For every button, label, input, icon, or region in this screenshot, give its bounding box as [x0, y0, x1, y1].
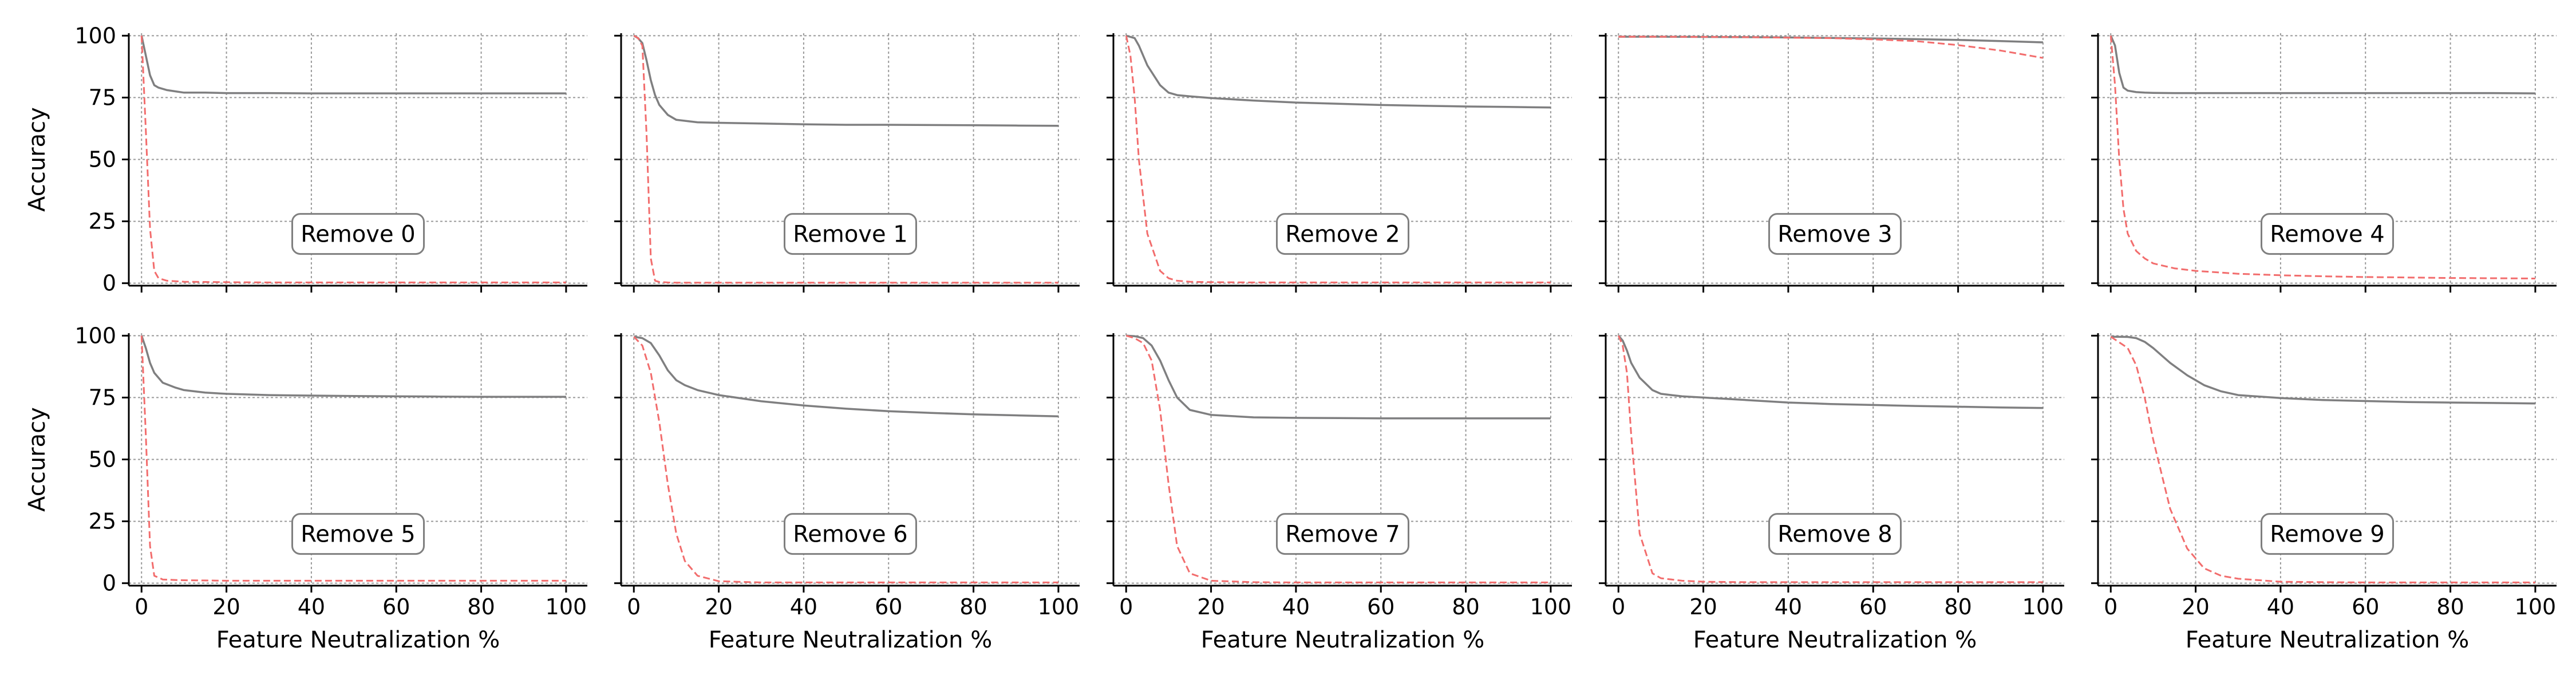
x-tick-label: 60 [1859, 594, 1887, 619]
x-tick-label: 0 [1611, 594, 1625, 619]
series-line-dashed [2110, 335, 2535, 583]
panel-label-box [291, 213, 425, 255]
x-tick-label: 80 [1944, 594, 1971, 619]
series-line-solid [2109, 35, 2535, 94]
x-tick-label: 40 [1282, 594, 1310, 619]
panel-label: Remove 4 [2270, 222, 2385, 248]
y-axis-label: Accuracy [24, 407, 50, 512]
series-line-dashed [1617, 335, 2043, 583]
x-axis-label: Feature Neutralization % [1201, 627, 1484, 653]
y-tick-label: 100 [74, 23, 116, 48]
series-line-dashed [2109, 35, 2535, 279]
x-tick-label: 100 [546, 594, 587, 619]
panel-label-box [1276, 513, 1409, 555]
x-tick-label: 20 [2182, 594, 2209, 619]
panel-label-box [1768, 513, 1902, 555]
x-tick-label: 80 [959, 594, 987, 619]
x-tick-label: 20 [1689, 594, 1717, 619]
y-tick-label: 100 [74, 323, 116, 348]
series-line-dashed [1618, 35, 2044, 59]
x-tick-label: 60 [2352, 594, 2379, 619]
y-tick-label: 50 [89, 447, 116, 472]
series-line-solid [634, 335, 1058, 418]
x-tick-label: 40 [1775, 594, 1802, 619]
x-tick-label: 0 [1119, 594, 1133, 619]
y-tick-label: 75 [89, 85, 116, 110]
y-axis-label: Accuracy [24, 107, 50, 212]
x-tick-label: 20 [212, 594, 240, 619]
series-line-solid [140, 35, 566, 94]
x-tick-label: 60 [382, 594, 410, 619]
x-tick-label: 100 [1530, 594, 1572, 619]
x-axis-label: Feature Neutralization % [1693, 627, 1977, 653]
panel-label: Remove 3 [1777, 222, 1893, 248]
panel-label: Remove 2 [1285, 222, 1400, 248]
series-line-dashed [140, 35, 566, 283]
x-tick-label: 100 [2515, 594, 2557, 619]
panel-label: Remove 5 [301, 522, 416, 548]
panel-label-box [784, 213, 917, 255]
x-tick-label: 20 [705, 594, 732, 619]
x-tick-label: 40 [2267, 594, 2294, 619]
series-line-solid [2111, 335, 2535, 405]
panel-label: Remove 9 [2270, 522, 2385, 548]
panel-label: Remove 1 [793, 222, 908, 248]
series-line-solid [633, 34, 1058, 127]
panel-label-box [1768, 213, 1902, 255]
x-tick-label: 80 [2436, 594, 2464, 619]
panel-label-box [291, 513, 425, 555]
x-axis-label: Feature Neutralization % [2186, 627, 2469, 653]
x-tick-label: 60 [875, 594, 902, 619]
x-axis-label: Feature Neutralization % [216, 627, 500, 653]
x-tick-label: 40 [790, 594, 817, 619]
series-line-solid [1126, 334, 1551, 420]
y-tick-label: 75 [89, 385, 116, 410]
y-tick-label: 25 [89, 509, 116, 534]
panel-label-box [2261, 213, 2394, 255]
panel-label: Remove 8 [1777, 522, 1893, 548]
x-tick-label: 0 [627, 594, 641, 619]
x-tick-label: 60 [1367, 594, 1394, 619]
x-axis-label: Feature Neutralization % [709, 627, 992, 653]
x-tick-label: 80 [467, 594, 495, 619]
x-tick-label: 0 [135, 594, 148, 619]
panel-label: Remove 7 [1285, 522, 1400, 548]
panel-label-box [2261, 513, 2394, 555]
y-tick-label: 0 [102, 571, 116, 596]
x-tick-label: 20 [1197, 594, 1224, 619]
x-tick-label: 40 [298, 594, 325, 619]
series-line-dashed [1125, 334, 1551, 583]
y-tick-label: 25 [89, 209, 116, 234]
panel-label-box [784, 513, 917, 555]
series-line-solid [1617, 335, 2043, 409]
series-line-dashed [1125, 35, 1551, 283]
x-tick-label: 100 [1038, 594, 1080, 619]
series-line-dashed [140, 335, 566, 582]
panel-label: Remove 6 [793, 522, 908, 548]
panel-label: Remove 0 [301, 222, 416, 248]
y-tick-label: 50 [89, 147, 116, 172]
x-tick-label: 80 [1452, 594, 1479, 619]
panel-label-box [1276, 213, 1409, 255]
y-tick-label: 0 [102, 271, 116, 296]
series-line-solid [1125, 34, 1551, 109]
series-line-dashed [633, 35, 1058, 284]
x-tick-label: 0 [2104, 594, 2117, 619]
x-tick-label: 100 [2022, 594, 2064, 619]
series-line-solid [140, 335, 566, 398]
series-line-dashed [633, 336, 1058, 583]
